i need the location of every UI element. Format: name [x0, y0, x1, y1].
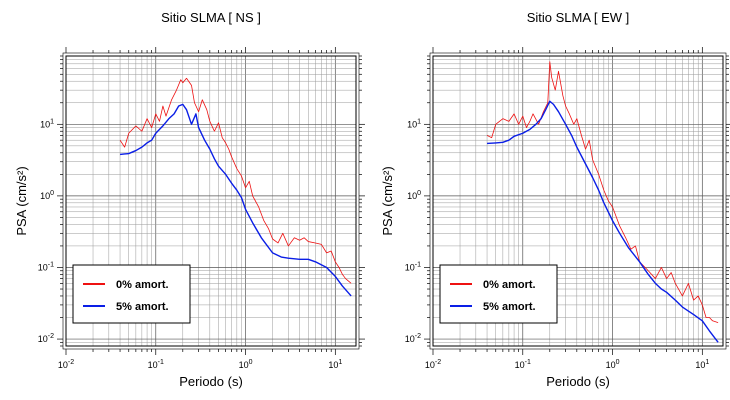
x-axis-label: Periodo (s) [546, 374, 610, 389]
y-tick-label: 101 [407, 118, 421, 129]
legend-box [439, 264, 558, 324]
x-axis-label: Periodo (s) [179, 374, 243, 389]
y-tick-label: 10-1 [38, 261, 54, 272]
legend-label-0-amort: 0% amort. [116, 279, 169, 291]
plot-frame-outer [62, 52, 360, 350]
legend: 0% amort. 5% amort. [439, 264, 558, 324]
y-tick-label: 10-2 [405, 333, 421, 344]
x-tick-label: 100 [606, 359, 620, 370]
series-line-0-amort [486, 61, 719, 323]
x-tick-label: 100 [239, 359, 253, 370]
chart-title: Sitio SLMA [ EW ] [527, 10, 630, 25]
axis-ticks [57, 47, 365, 355]
chart-title: Sitio SLMA [ NS ] [161, 10, 261, 25]
legend: 0% amort. 5% amort. [72, 264, 191, 324]
x-tick-label: 101 [328, 359, 342, 370]
x-tick-label: 10-1 [148, 359, 164, 370]
legend-label-0-amort: 0% amort. [483, 279, 536, 291]
y-tick-label: 10-1 [405, 261, 421, 272]
y-tick-label: 101 [40, 118, 54, 129]
legend-label-5-amort: 5% amort. [483, 301, 536, 313]
y-tick-label: 10-2 [38, 333, 54, 344]
axis-ticks [424, 47, 730, 355]
grid [65, 55, 356, 347]
x-tick-label: 101 [695, 359, 709, 370]
plot-frame [65, 55, 357, 347]
y-tick-label: 100 [407, 190, 421, 201]
x-tick-label: 10-1 [515, 359, 531, 370]
plot-frame [432, 55, 724, 347]
y-axis-label: PSA (cm/s²) [14, 166, 29, 235]
series-line-5-amort [119, 103, 352, 297]
y-tick-label: 100 [40, 190, 54, 201]
chart-1: 10-2 10-1 100 101 10-2 10-1 100 101 Sitio SLMA [… [14, 10, 365, 389]
series-line-0-amort [119, 77, 352, 284]
legend-label-5-amort: 5% amort. [116, 301, 169, 313]
x-tick-label: 10-2 [58, 359, 74, 370]
legend-box [72, 264, 191, 324]
chart-2: 10-2 10-1 100 101 10-2 10-1 100 101 Sitio SLMA [… [380, 10, 730, 389]
series-line-5-amort [487, 100, 719, 343]
y-axis-label: PSA (cm/s²) [380, 166, 395, 235]
x-tick-label: 10-2 [425, 359, 441, 370]
plot-frame-outer [429, 52, 727, 350]
